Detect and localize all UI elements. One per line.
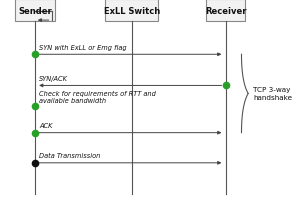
Text: Check for requirements of RTT and
available bandwidth: Check for requirements of RTT and availa… bbox=[39, 90, 156, 103]
FancyBboxPatch shape bbox=[105, 0, 158, 22]
Text: Sender: Sender bbox=[18, 7, 52, 15]
Text: SYN/ACK: SYN/ACK bbox=[39, 76, 68, 82]
Text: SYN with ExLL or Emg flag: SYN with ExLL or Emg flag bbox=[39, 45, 127, 51]
FancyBboxPatch shape bbox=[206, 0, 245, 22]
Text: ExLL Switch: ExLL Switch bbox=[104, 7, 160, 15]
Text: ACK: ACK bbox=[39, 123, 53, 129]
Text: Data Transmission: Data Transmission bbox=[39, 153, 101, 159]
FancyBboxPatch shape bbox=[15, 0, 55, 22]
Text: Receiver: Receiver bbox=[205, 7, 246, 15]
Text: TCP 3-way
handshake: TCP 3-way handshake bbox=[253, 87, 292, 101]
